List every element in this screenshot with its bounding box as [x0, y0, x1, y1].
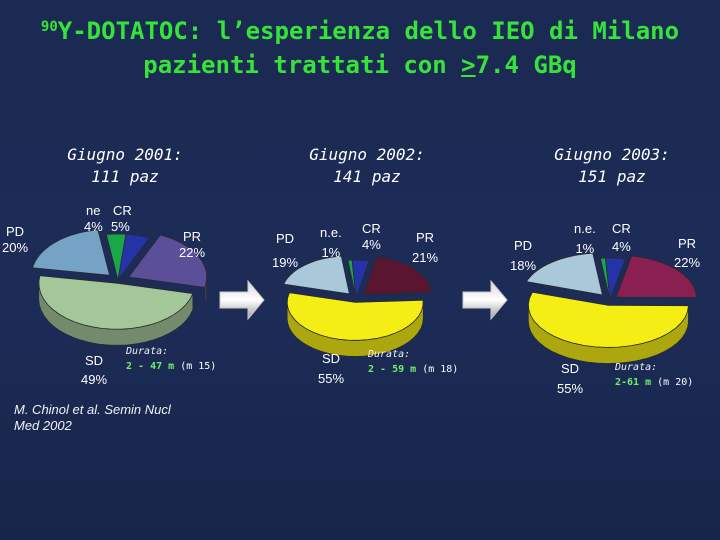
- pie3-slice-pr: [615, 255, 697, 298]
- chart2-label-sd: SD 55%: [318, 351, 345, 386]
- citation: M. Chinol et al. Semin Nucl Med 2002: [14, 402, 171, 433]
- title-superscript: 90: [40, 19, 58, 35]
- chart1-label-pr: PR 22%: [179, 229, 206, 260]
- chart1-label-sd: SD 49%: [81, 353, 108, 387]
- pie3-slice-cr: [604, 257, 626, 301]
- chart1-label-ne: ne 4%: [84, 203, 103, 234]
- pie3-slice-pd: [525, 252, 603, 296]
- chart1-label-cr: CR 5%: [111, 203, 132, 234]
- pie2-slice-ne: [347, 259, 357, 299]
- chart2-duration: Durata: 2 - 59 m (m 18): [368, 349, 459, 375]
- pie2-slice-sd: [286, 292, 424, 341]
- chart2-label-cr: CR 4%: [362, 221, 381, 252]
- arrow-1: [219, 279, 265, 321]
- title-line2-post: 7.4 GBq: [475, 51, 577, 79]
- pie1-slice-pd: [32, 229, 111, 276]
- pie1-slice-sd: [38, 275, 194, 330]
- chart2-label-ne: n.e. 1%: [320, 225, 342, 260]
- arrow-2: [462, 279, 508, 321]
- chart3-duration: Durata: 2-61 m (m 20): [615, 362, 694, 388]
- pie2-slice-pr: [362, 256, 432, 295]
- pie2-slice-cr: [351, 259, 370, 299]
- chart2-label-pr: PR 21%: [412, 230, 439, 265]
- pie1-slice-cr: [117, 233, 151, 281]
- pie-chart-1: [32, 229, 208, 346]
- pie2-slice-pd: [283, 255, 350, 295]
- pie3-slice-ne: [599, 257, 611, 301]
- slide-title: 90Y-DOTATOC: l’esperienza dello IEO di M…: [0, 14, 720, 82]
- pie1-slice-pr: [127, 234, 208, 288]
- chart3-label-sd: SD 55%: [557, 361, 584, 396]
- chart3-label-ne: n.e. 1%: [574, 221, 596, 256]
- title-line2-pre: pazienti trattati con: [143, 51, 462, 79]
- chart2-label-pd: PD 19%: [272, 231, 299, 270]
- chart3-label-pr: PR 22%: [674, 236, 701, 270]
- chart3-label-cr: CR 4%: [612, 221, 631, 254]
- chart2-title: Giugno 2002: 141 paz: [309, 145, 425, 186]
- pie3-slice-sd: [527, 291, 689, 348]
- chart1-label-pd: PD 20%: [2, 224, 29, 255]
- pie-chart-3: [525, 252, 697, 364]
- chart3-title: Giugno 2003: 151 paz: [554, 145, 670, 186]
- chart3-label-pd: PD 18%: [510, 238, 537, 273]
- pie1-slice-ne: [105, 233, 127, 281]
- pie-chart-2: [283, 255, 432, 357]
- title-line2-underlined: >: [461, 51, 476, 79]
- chart1-title: Giugno 2001: 111 paz: [67, 145, 183, 186]
- chart1-duration: Durata: 2 - 47 m (m 15): [126, 346, 217, 372]
- title-line1: Y-DOTATOC: l’esperienza dello IEO di Mil…: [57, 17, 680, 45]
